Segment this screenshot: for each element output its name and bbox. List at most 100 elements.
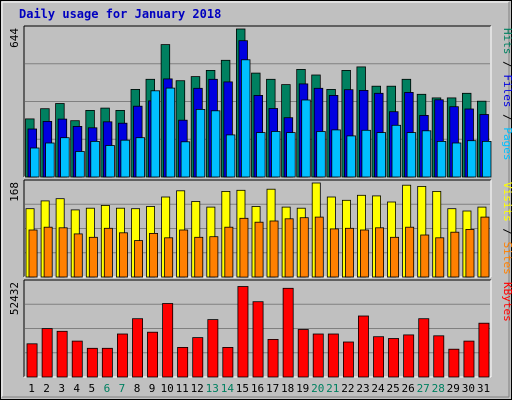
bar-sites-day-1 <box>28 229 38 278</box>
bar-pages-day-11 <box>180 141 191 178</box>
bar-kbytes-day-10 <box>162 303 174 378</box>
x-axis-labels: 1 2 3 4 5 6 7 8 9 10 11 12 13 14 15 16 17 18 19 20 21 22 23 24 2… <box>28 382 490 395</box>
x-tick-label: 1 <box>28 382 35 395</box>
series-sites <box>28 216 490 278</box>
bar-kbytes-day-24 <box>373 336 385 378</box>
x-tick-label: 3 <box>58 382 65 395</box>
x-tick-label: 5 <box>88 382 95 395</box>
chart-title: Daily usage for January 2018 <box>19 7 221 21</box>
panel-hits: 644 Hits / Files / Pages <box>8 25 512 178</box>
bar-sites-day-21 <box>329 228 339 278</box>
bar-pages-day-30 <box>466 140 477 178</box>
bar-kbytes-day-6 <box>101 347 113 378</box>
x-tick-label: 22 <box>341 382 354 395</box>
bar-kbytes-day-14 <box>222 346 234 378</box>
legend-entry: Sites <box>501 242 512 275</box>
x-tick-label: 10 <box>160 382 173 395</box>
bar-pages-day-7 <box>120 139 130 178</box>
bar-pages-day-21 <box>331 129 341 178</box>
bar-pages-day-10 <box>165 87 176 178</box>
bar-sites-day-11 <box>179 229 189 278</box>
x-tick-label: 12 <box>191 382 204 395</box>
bar-sites-day-27 <box>420 234 430 278</box>
legend-entry: Visits <box>501 182 512 222</box>
x-tick-label: 11 <box>176 382 189 395</box>
legend-entry: / <box>501 55 512 75</box>
bar-pages-day-18 <box>286 132 296 178</box>
panel-visits: 168 Visits / Sites <box>8 179 512 278</box>
bar-kbytes-day-22 <box>342 341 354 378</box>
bar-kbytes-day-7 <box>117 333 128 378</box>
ymax-label: 52432 <box>8 282 21 315</box>
bar-pages-day-3 <box>60 137 70 178</box>
bar-kbytes-day-16 <box>252 301 264 378</box>
bar-sites-day-20 <box>314 216 324 278</box>
bar-kbytes-day-12 <box>192 337 204 378</box>
bar-pages-day-2 <box>45 142 55 178</box>
x-tick-label: 23 <box>356 382 369 395</box>
bar-kbytes-day-4 <box>71 340 83 378</box>
bar-kbytes-day-19 <box>297 329 309 378</box>
bar-kbytes-day-26 <box>403 334 415 378</box>
bar-sites-day-5 <box>88 236 98 278</box>
bar-pages-day-23 <box>361 129 371 178</box>
bar-kbytes-day-30 <box>463 340 475 378</box>
bar-kbytes-day-20 <box>312 333 324 378</box>
bar-kbytes-day-8 <box>132 318 144 378</box>
bar-pages-day-16 <box>256 132 266 178</box>
bar-sites-day-15 <box>239 217 249 278</box>
x-tick-label: 25 <box>386 382 399 395</box>
bar-pages-day-12 <box>195 109 206 178</box>
bar-sites-day-16 <box>254 221 264 278</box>
bar-sites-day-14 <box>224 226 234 278</box>
bar-kbytes-day-17 <box>267 338 279 378</box>
bar-kbytes-day-18 <box>282 287 294 378</box>
legend-entry: Pages <box>501 127 512 160</box>
bar-kbytes-day-29 <box>448 348 460 378</box>
legend-entry: / <box>501 108 512 128</box>
bar-pages-day-17 <box>271 131 281 178</box>
bar-pages-day-20 <box>316 131 326 178</box>
bar-pages-day-8 <box>135 137 146 178</box>
x-tick-label: 18 <box>281 382 294 395</box>
bar-pages-day-13 <box>210 110 221 178</box>
x-tick-label: 14 <box>221 382 235 395</box>
x-tick-label: 24 <box>371 382 385 395</box>
bar-pages-day-29 <box>451 142 462 178</box>
bar-sites-day-24 <box>375 227 385 278</box>
x-tick-label: 15 <box>236 382 249 395</box>
bar-kbytes-day-13 <box>207 319 219 378</box>
bar-sites-day-17 <box>269 220 279 278</box>
x-tick-label: 7 <box>119 382 126 395</box>
x-tick-label: 20 <box>311 382 324 395</box>
x-tick-label: 4 <box>73 382 80 395</box>
bar-sites-day-30 <box>465 228 475 278</box>
x-tick-label: 19 <box>296 382 309 395</box>
x-tick-label: 9 <box>149 382 156 395</box>
legend-entry: Files <box>501 74 512 107</box>
bar-pages-day-22 <box>346 135 356 178</box>
bar-pages-day-1 <box>30 147 40 178</box>
legend-entry: KBytes <box>501 282 512 322</box>
bar-sites-day-2 <box>43 226 53 278</box>
bar-kbytes-day-1 <box>26 343 38 378</box>
bar-sites-day-31 <box>480 216 490 278</box>
bar-sites-day-13 <box>209 236 219 278</box>
chart-panels: 644 Hits / Files / Pages 168 Visits / Sites… <box>8 25 512 378</box>
bar-pages-day-19 <box>301 99 311 178</box>
x-tick-label: 21 <box>326 382 339 395</box>
x-tick-label: 13 <box>206 382 219 395</box>
bar-sites-day-9 <box>149 232 159 278</box>
bar-pages-day-26 <box>406 132 417 178</box>
x-tick-label: 27 <box>417 382 430 395</box>
bar-sites-day-26 <box>405 226 415 278</box>
bar-pages-day-28 <box>436 140 447 178</box>
bar-sites-day-10 <box>164 237 174 278</box>
x-tick-label: 30 <box>462 382 475 395</box>
bar-pages-day-24 <box>376 132 387 178</box>
bar-sites-day-18 <box>284 218 294 278</box>
bar-kbytes-day-5 <box>86 347 98 378</box>
bar-sites-day-29 <box>450 231 460 278</box>
bar-pages-day-9 <box>150 90 161 178</box>
